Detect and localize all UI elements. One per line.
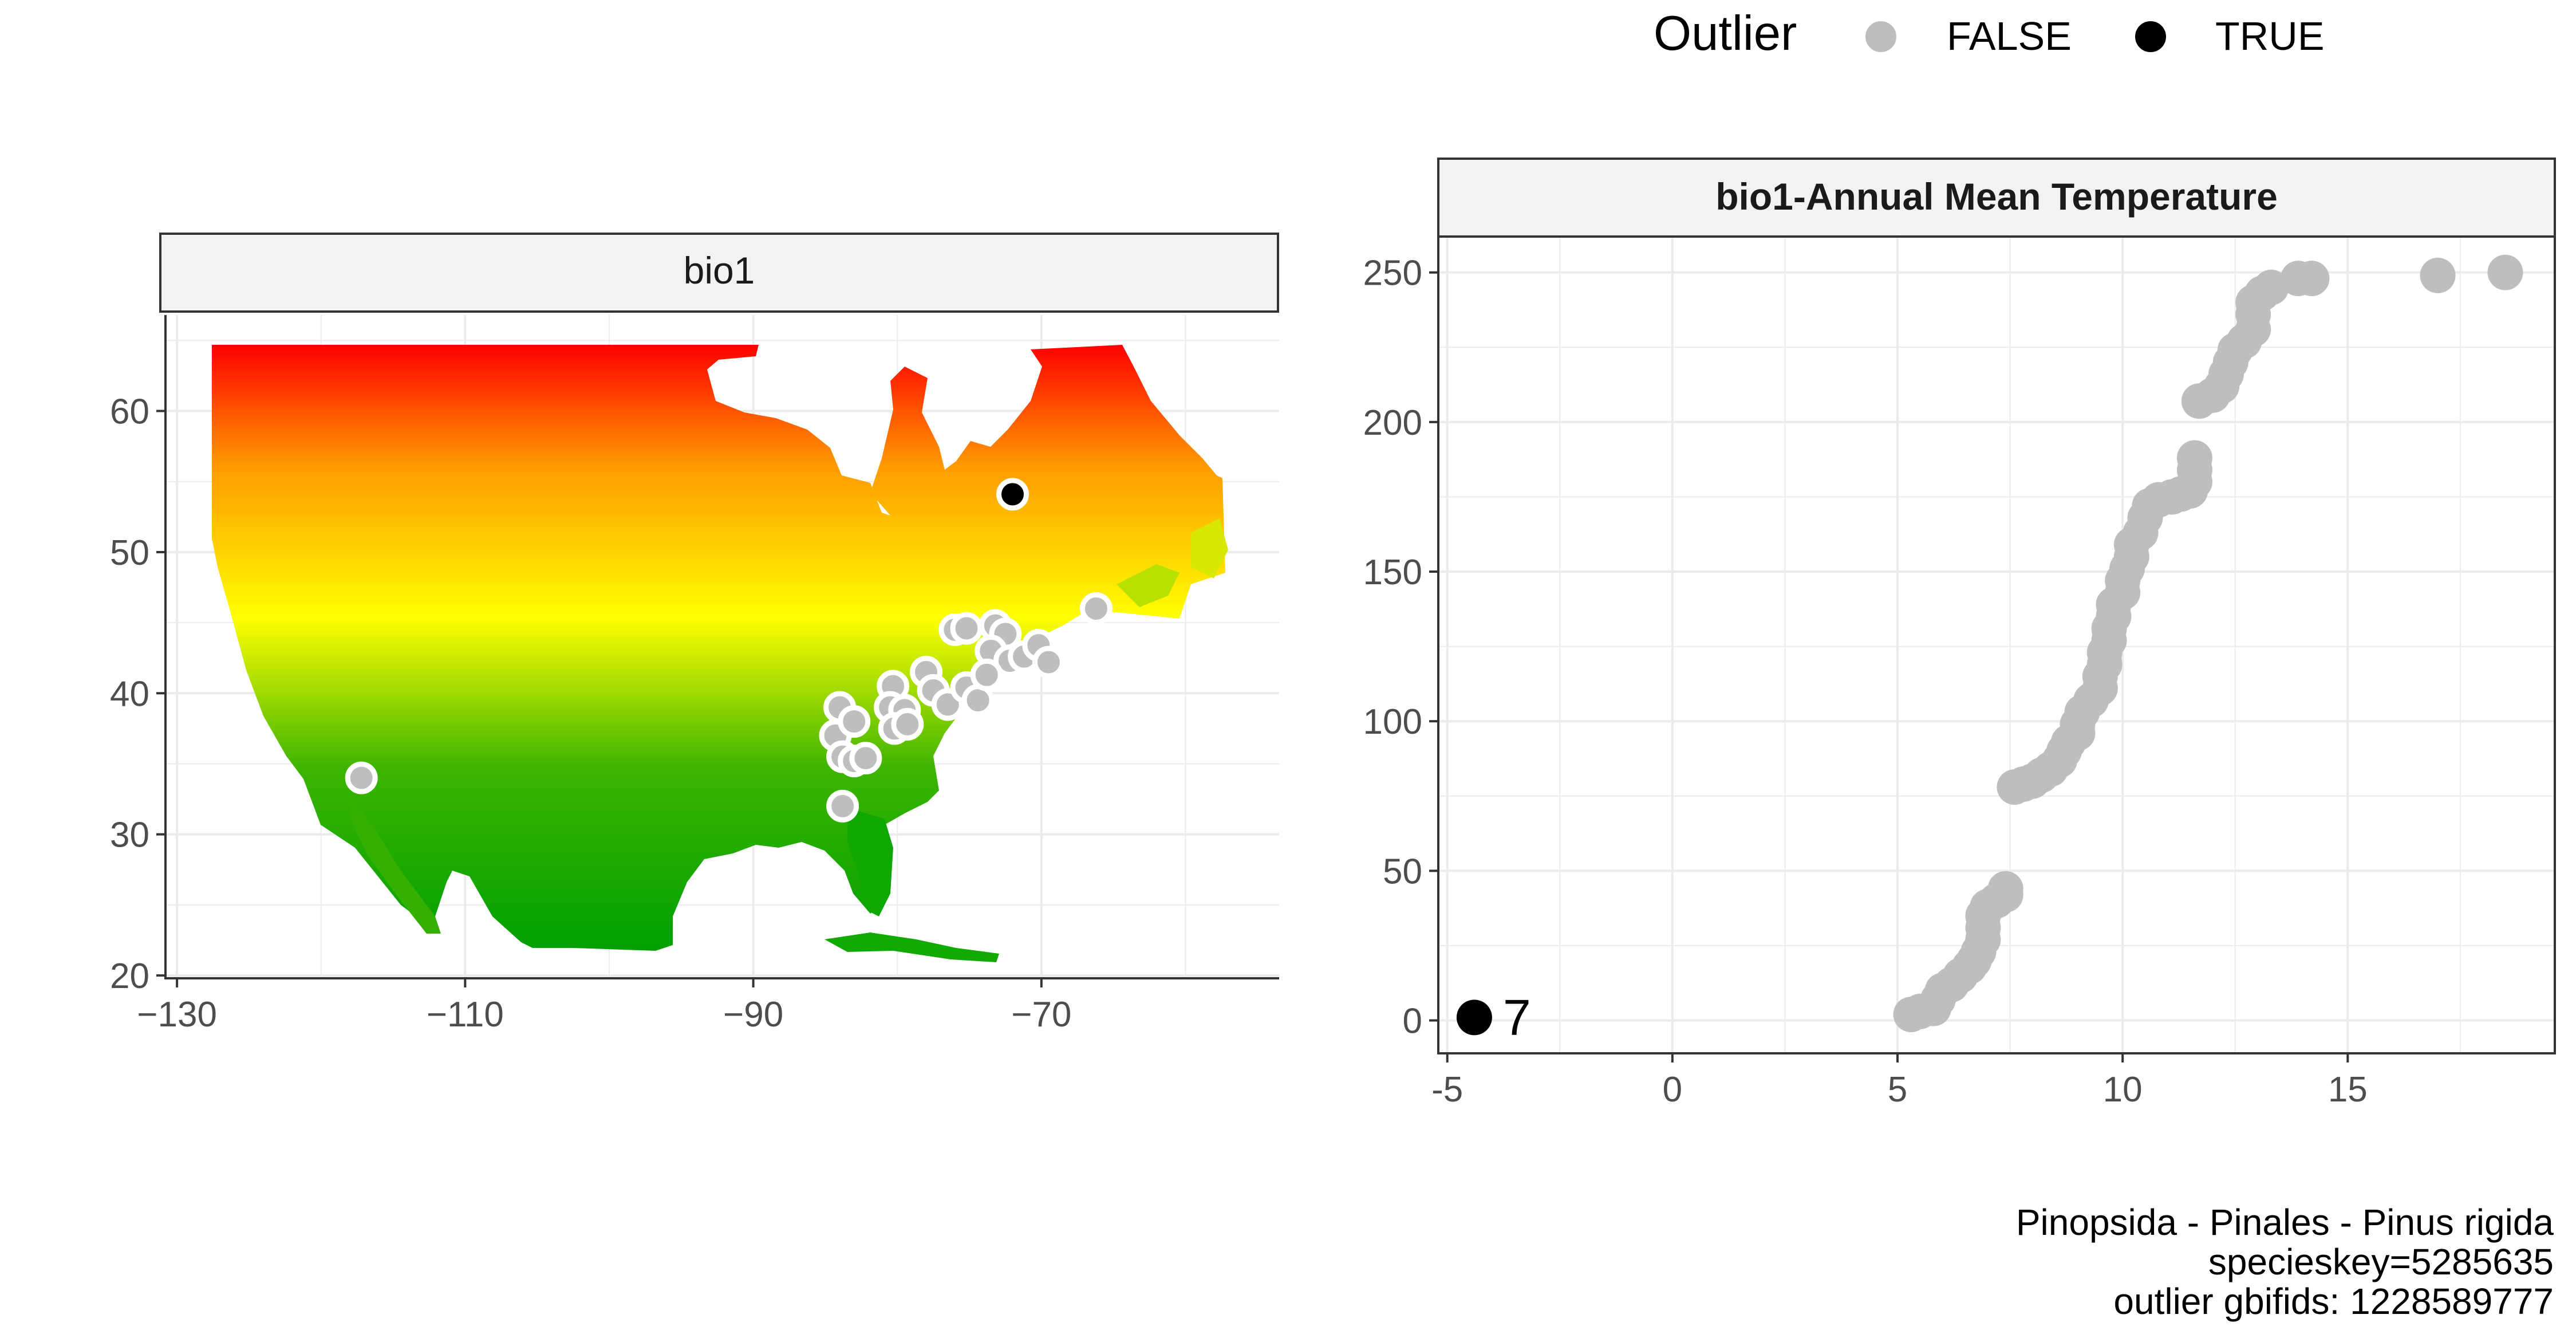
map-tick-labels: −130 −110 −90 −70 20 30 40 50 60 [110,392,1071,1034]
map-occurrence-points [345,478,1113,822]
map-x-tick-label: −130 [137,995,217,1034]
map-point-normal [970,658,1003,691]
scatter-x-tick-label: 0 [1663,1070,1682,1109]
legend: Outlier FALSE TRUE [1654,6,2325,61]
map-point-normal [345,761,378,794]
legend-label-true: TRUE [2215,14,2325,58]
legend-title: Outlier [1654,6,1797,61]
caribbean-raster [825,932,999,962]
map-y-tick-label: 40 [110,674,149,714]
legend-key-true [2135,21,2166,52]
scatter-strip-label: bio1-Annual Mean Temperature [1715,175,2278,218]
map-strip [159,233,1279,313]
north-america-raster [212,345,1225,951]
map-point-outlier [996,478,1029,511]
caption: Pinopsida - Pinales - Pinus rigida speci… [2016,1203,2554,1321]
scatter-point-normal [2294,261,2330,297]
scatter-point-normal [2176,440,2212,476]
scatter-point-normal [2420,257,2456,293]
maritimes-raster [1117,564,1179,607]
scatter-strip [1437,158,2556,238]
scatter-point-normal [1987,871,2023,907]
map-point-normal [950,612,983,645]
map-raster [212,345,1228,962]
map-point-normal [1032,646,1065,679]
map-point-normal [1079,592,1113,625]
outlier-annotation: 7 [1503,989,1531,1045]
map-point-normal [826,789,859,822]
legend-key-false [1865,21,1896,52]
scatter-x-tick-label: 15 [2328,1070,2368,1109]
scatter-y-tick-label: 100 [1363,702,1422,742]
map-point-normal [891,708,924,741]
caption-taxonomy: Pinopsida - Pinales - Pinus rigida [2015,1202,2554,1243]
map-strip-label: bio1 [684,249,755,292]
scatter-x-tick-label: 5 [1888,1070,1907,1109]
legend-label-false: FALSE [1947,14,2072,58]
caption-outlier-ids: outlier gbifids: 1228589777 [2113,1281,2554,1322]
scatter-point-normal [2487,254,2523,290]
scatter-x-tick-label: 10 [2103,1070,2143,1109]
map-panel: bio1 −130 −110 −90 −70 20 30 40 50 60 [110,233,1279,1034]
map-point-normal [849,742,882,775]
map-x-tick-label: −90 [723,995,783,1034]
baja-raster [350,796,441,934]
newfoundland-raster [1191,518,1228,578]
scatter-y-tick-label: 50 [1383,852,1422,891]
scatter-point-outlier [1456,999,1492,1036]
map-x-tick-label: −110 [427,995,504,1034]
florida-raster [847,808,893,916]
scatter-y-tick-label: 0 [1403,1002,1422,1041]
scatter-x-tick-label: -5 [1431,1070,1463,1109]
scatter-points: 7 [1456,254,2523,1045]
scatter-point-normal [2253,269,2289,305]
scatter-panel: bio1-Annual Mean Temperature 7 -5 0 5 10 150… [1363,158,2556,1109]
map-point-normal [838,705,871,738]
map-x-tick-label: −70 [1011,995,1071,1034]
scatter-panel-border [1437,235,2556,1054]
scatter-y-tick-label: 200 [1363,403,1422,443]
caption-specieskey: specieskey=5285635 [2208,1241,2554,1282]
scatter-y-tick-label: 150 [1363,553,1422,592]
scatter-y-tick-label: 250 [1363,254,1422,293]
map-y-tick-label: 20 [110,957,149,996]
map-y-tick-label: 50 [110,533,149,573]
map-y-tick-label: 60 [110,392,149,432]
map-y-tick-label: 30 [110,816,149,855]
